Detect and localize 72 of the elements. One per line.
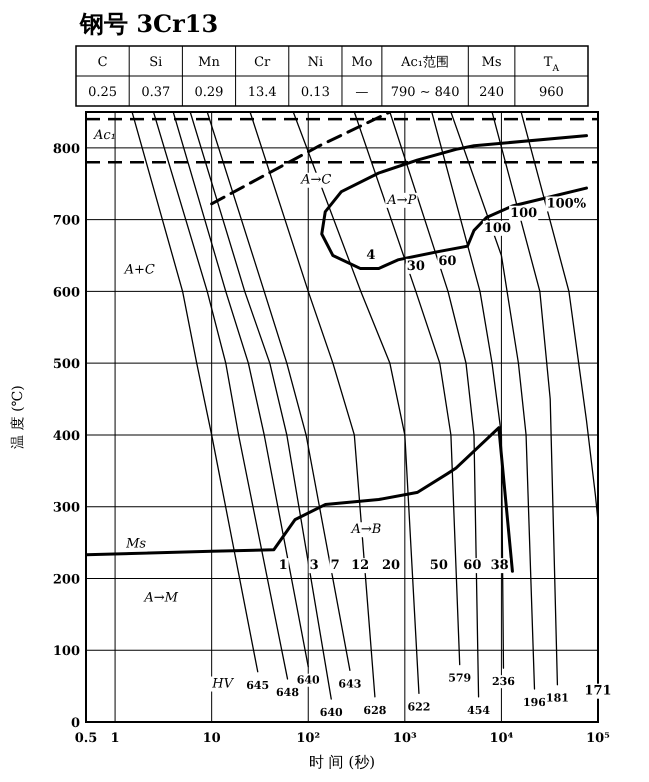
annotation: Ms [125, 536, 146, 552]
y-tick-label: 0 [70, 716, 80, 731]
annotation: 20 [382, 558, 400, 574]
annotation: 622 [407, 700, 430, 714]
x-tick-label: 10⁵ [586, 731, 610, 746]
annotation: 454 [467, 704, 490, 717]
annotation: 100 [484, 220, 512, 236]
y-tick-label: 400 [52, 428, 80, 444]
text: Ac₁范围 [400, 55, 450, 70]
annotation: 60 [438, 254, 456, 269]
x-tick-label: 10² [296, 731, 320, 746]
text: 0.25 [88, 85, 118, 100]
x-axis-title: 时 间 (秒) [308, 753, 376, 771]
text: 790 ~ 840 [390, 85, 460, 100]
annotation: HV [211, 676, 235, 692]
text: 0.37 [141, 85, 170, 100]
annotation: 60 [463, 558, 482, 574]
y-tick-label: 600 [52, 285, 80, 300]
annotation: A→B [350, 522, 382, 538]
text: Mo [351, 55, 373, 70]
annotation: 640 [320, 706, 344, 720]
text: Si [149, 55, 162, 70]
text: 13.4 [248, 85, 277, 100]
annotation: 648 [276, 686, 300, 699]
text: 960 [539, 85, 564, 100]
text: — [355, 85, 368, 100]
annotation: 628 [363, 704, 387, 717]
text: Ms [482, 55, 502, 70]
annotation: 236 [492, 675, 516, 688]
text: C [98, 55, 108, 70]
annotation: A→C [300, 172, 332, 188]
annotation: 640 [296, 674, 320, 687]
text: T$_{A}$ [544, 55, 560, 74]
y-tick-label: 700 [52, 214, 80, 229]
annotation: 50 [430, 558, 448, 574]
annotation: 30 [406, 258, 425, 274]
annotation: 181 [546, 692, 569, 705]
x-tick-label: 10 [202, 731, 221, 746]
annotation: 100% [546, 196, 587, 212]
chart-title: 钢号 3Cr13 [79, 9, 218, 38]
y-axis-title: 温 度 (℃) [10, 385, 26, 449]
annotation: 643 [338, 677, 362, 690]
annotation: 645 [246, 678, 270, 692]
text: 0.29 [194, 85, 224, 100]
y-tick-label: 500 [52, 357, 80, 372]
annotation: A+C [124, 262, 155, 278]
annotation: 12 [351, 558, 370, 574]
annotation: 579 [448, 672, 472, 685]
x-tick-label: 0.5 [74, 731, 98, 746]
annotation: 100 [510, 206, 538, 221]
annotation: 196 [523, 696, 546, 709]
x-tick-label: 1 [110, 731, 120, 746]
annotation: A→P [386, 192, 417, 208]
x-tick-label: 10⁴ [490, 731, 514, 746]
y-tick-label: 100 [52, 644, 80, 660]
x-tick-label: 10³ [392, 731, 418, 746]
text: Cr [254, 55, 272, 70]
y-tick-label: 800 [52, 142, 80, 157]
annotation: 38 [490, 558, 509, 574]
ref-line-label: Ac₁ [93, 128, 116, 144]
annotation: A→M [143, 590, 179, 606]
annotation: 1 [278, 558, 288, 574]
text: 240 [479, 85, 504, 100]
annotation: 3 [310, 558, 319, 574]
annotation: 7 [330, 558, 340, 574]
text: Ni [308, 55, 324, 70]
y-tick-label: 200 [52, 572, 80, 588]
y-tick-label: 300 [52, 500, 80, 516]
text: Mn [198, 55, 220, 70]
annotation: 171 [584, 684, 612, 699]
annotation: 4 [366, 248, 376, 264]
text: 0.13 [300, 85, 330, 100]
